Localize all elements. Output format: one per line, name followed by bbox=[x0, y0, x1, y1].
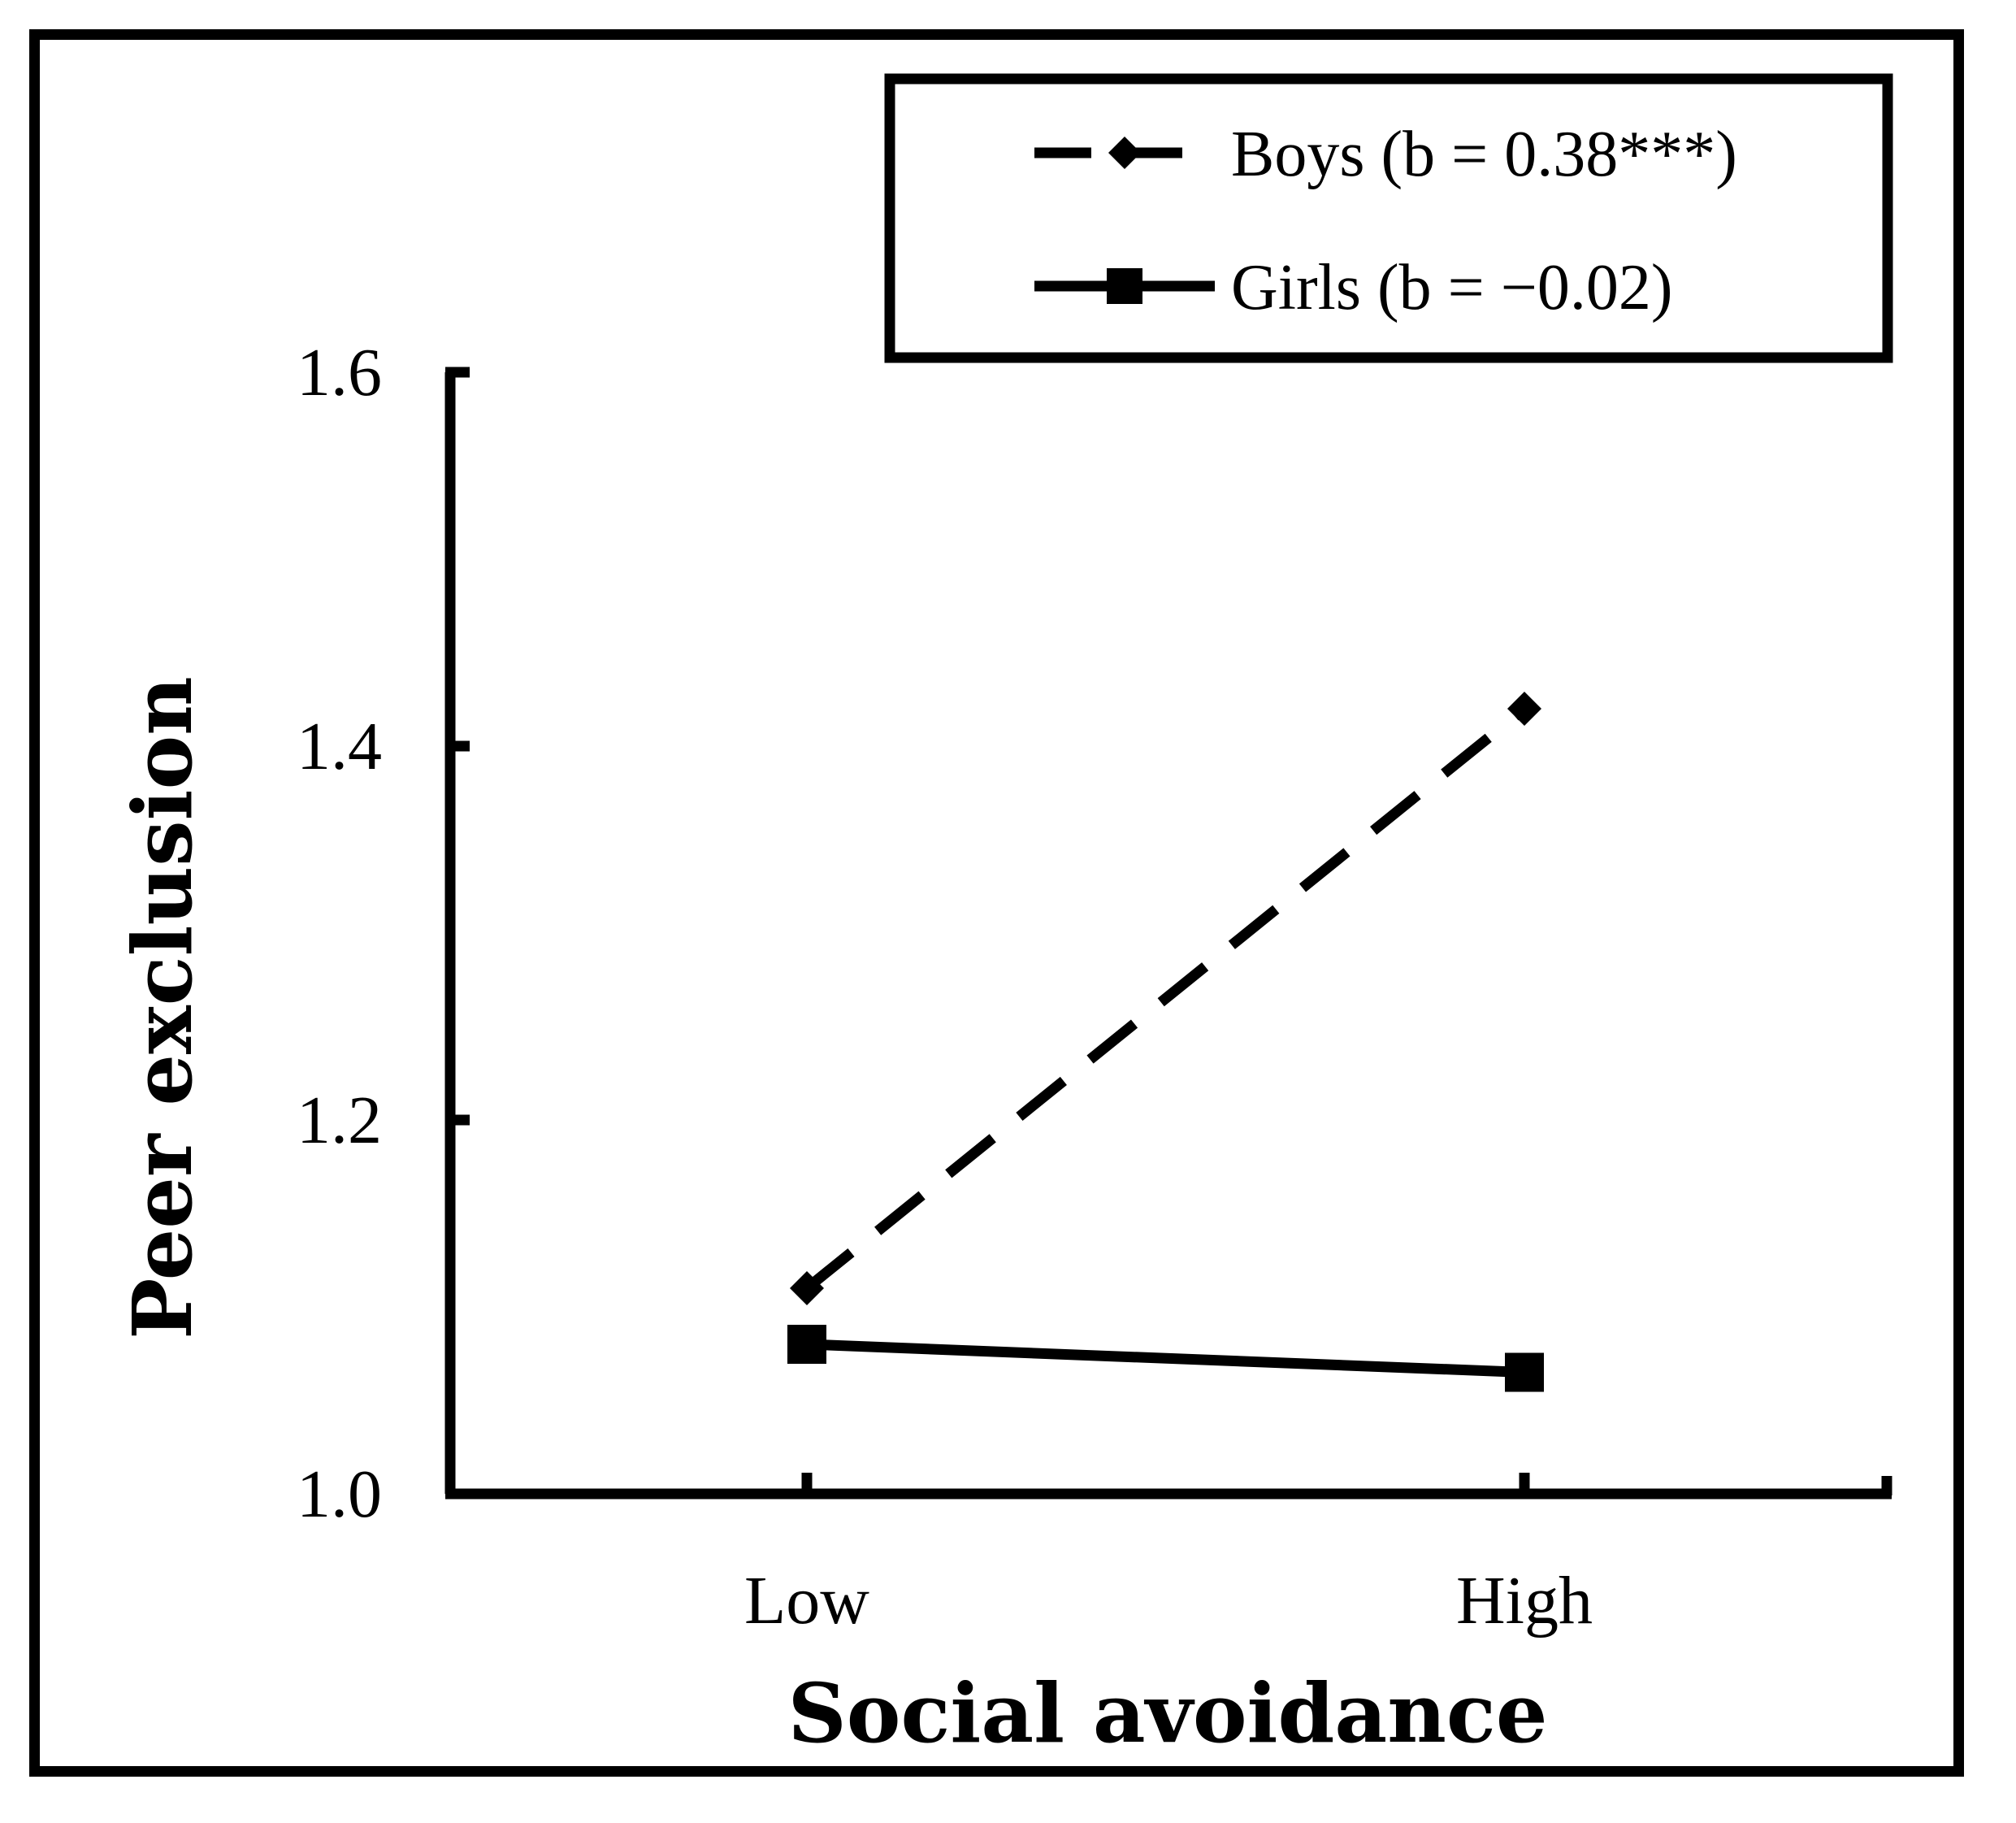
legend-square-marker bbox=[1107, 268, 1142, 304]
x-tick-label: Low bbox=[744, 1563, 869, 1639]
x-axis-ticks: Low High bbox=[744, 1473, 1593, 1639]
legend-box bbox=[884, 73, 1893, 363]
y-axis-title: Peer exclusion bbox=[115, 676, 210, 1339]
series-boys bbox=[790, 692, 1541, 1305]
diamond-marker bbox=[1507, 692, 1541, 726]
legend-label: Girls (b = −0.02) bbox=[1231, 252, 1673, 323]
x-axis-title: Social avoidance bbox=[788, 1665, 1548, 1761]
legend-diamond-marker bbox=[1108, 137, 1141, 169]
diamond-marker bbox=[790, 1271, 824, 1305]
x-tick-label: High bbox=[1456, 1563, 1593, 1639]
y-axis-ticks: 1.0 1.2 1.4 1.6 bbox=[297, 335, 470, 1532]
square-marker bbox=[1505, 1352, 1544, 1392]
y-tick-label: 1.6 bbox=[297, 335, 382, 410]
series-line bbox=[806, 1339, 1525, 1378]
y-tick-label: 1.4 bbox=[297, 709, 382, 784]
legend: Boys (b = 0.38***) Girls (b = −0.02) bbox=[884, 73, 1893, 363]
legend-item: Girls (b = −0.02) bbox=[1034, 252, 1673, 323]
series-line bbox=[803, 704, 1528, 1293]
y-tick-label: 1.0 bbox=[297, 1456, 382, 1532]
square-marker bbox=[787, 1325, 826, 1364]
legend-label: Boys (b = 0.38***) bbox=[1231, 119, 1737, 190]
legend-item: Boys (b = 0.38***) bbox=[1034, 119, 1737, 190]
series-girls bbox=[787, 1325, 1544, 1392]
figure-border bbox=[29, 29, 1964, 1777]
series-layer bbox=[787, 692, 1544, 1392]
y-tick-label: 1.2 bbox=[297, 1083, 382, 1158]
